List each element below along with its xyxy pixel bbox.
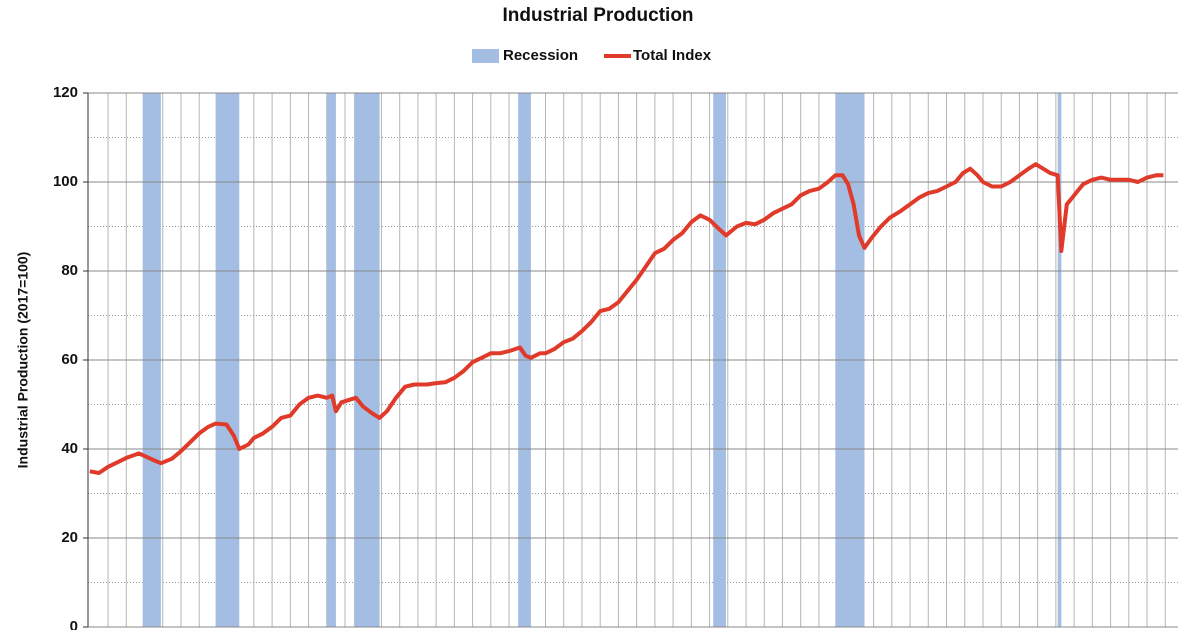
legend-swatch xyxy=(472,49,499,63)
y-tick-label: 120 xyxy=(53,84,78,101)
y-tick-label: 40 xyxy=(61,440,78,457)
legend-label: Total Index xyxy=(633,47,712,64)
y-tick-label: 20 xyxy=(61,529,78,546)
y-tick-label: 0 xyxy=(70,618,78,630)
y-axis-label: Industrial Production (2017=100) xyxy=(15,252,31,469)
legend-label: Recession xyxy=(503,47,578,64)
y-tick-label: 80 xyxy=(61,262,78,279)
y-tick-label: 100 xyxy=(53,173,78,190)
y-tick-label: 60 xyxy=(61,351,78,368)
chart-title: Industrial Production xyxy=(502,5,693,26)
data-line xyxy=(89,162,1164,475)
